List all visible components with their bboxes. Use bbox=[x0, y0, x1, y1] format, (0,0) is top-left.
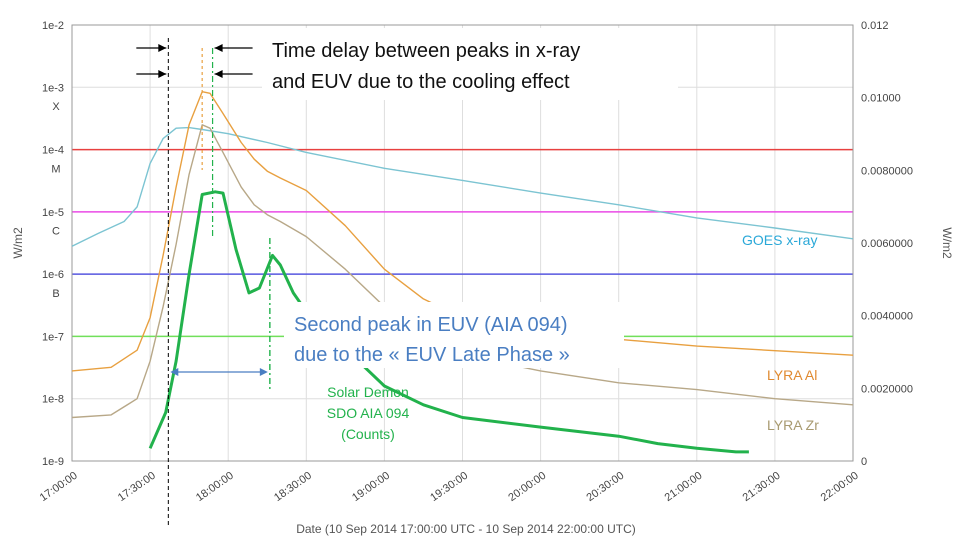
time-delay-callout-box bbox=[262, 28, 678, 100]
flare-class-label: C bbox=[52, 226, 60, 238]
x-tick-label: 20:30:00 bbox=[584, 470, 626, 504]
late-phase-arrow-head-left bbox=[170, 368, 179, 376]
y-left-tick-label: 1e-2 bbox=[42, 20, 64, 32]
y-left-tick-labels: 1e-2 1e-3 1e-4 1e-5 1e-6 1e-7 1e-8 1e-9 bbox=[42, 20, 64, 468]
x-tick-label: 22:00:00 bbox=[819, 470, 861, 504]
second-peak-callout-box bbox=[284, 302, 624, 368]
flare-class-label: B bbox=[52, 288, 59, 300]
y-right-tick-label: 0 bbox=[861, 456, 867, 468]
second-peak-callout-line1: Second peak in EUV (AIA 094) bbox=[294, 314, 568, 336]
x-tick-label: 20:00:00 bbox=[506, 470, 548, 504]
x-tick-label: 19:00:00 bbox=[350, 470, 392, 504]
goes-series-label: GOES x-ray bbox=[742, 232, 817, 248]
x-tick-label: 19:30:00 bbox=[428, 470, 470, 504]
plot-area-border bbox=[71, 24, 854, 462]
y-right-axis-title: W/m2 bbox=[940, 227, 954, 259]
series-line-2 bbox=[71, 124, 854, 419]
series-line-0 bbox=[71, 126, 854, 247]
flare-class-labels: X M C B bbox=[51, 101, 60, 300]
x-tick-label: 21:30:00 bbox=[741, 470, 783, 504]
lyra-al-series-label: LYRA Al bbox=[767, 367, 817, 383]
x-tick-label: 18:00:00 bbox=[194, 470, 236, 504]
time-delay-callout-line2: and EUV due to the cooling effect bbox=[272, 71, 570, 93]
annotation-marks bbox=[136, 38, 271, 528]
aia-series-label-line1: Solar Demon bbox=[327, 384, 409, 400]
delay-arrow-left-bottom-head bbox=[158, 70, 167, 78]
aia-series-label-line3: (Counts) bbox=[341, 426, 395, 442]
threshold-lines bbox=[72, 148, 853, 338]
series-line-3 bbox=[148, 190, 749, 454]
x-tick-labels: 17:00:00 17:30:00 18:00:00 18:30:00 19:00:00… bbox=[38, 470, 861, 504]
y-left-tick-label: 1e-3 bbox=[42, 82, 64, 94]
y-left-tick-label: 1e-6 bbox=[42, 269, 64, 281]
y-left-tick-label: 1e-5 bbox=[42, 207, 64, 219]
aia-series-label-line2: SDO AIA 094 bbox=[327, 405, 410, 421]
second-peak-callout-line2: due to the « EUV Late Phase » bbox=[294, 344, 570, 366]
x-tick-label: 17:30:00 bbox=[116, 470, 158, 504]
y-left-tick-label: 1e-9 bbox=[42, 456, 64, 468]
delay-arrow-right-top-head bbox=[214, 44, 223, 52]
lyra-zr-series-label: LYRA Zr bbox=[767, 417, 819, 433]
flare-class-label: X bbox=[52, 101, 60, 113]
x-tick-label: 21:00:00 bbox=[663, 470, 705, 504]
x-tick-label: 17:00:00 bbox=[38, 470, 80, 504]
y-right-tick-label: 0.01000 bbox=[861, 93, 901, 105]
y-left-axis-title: W/m2 bbox=[11, 227, 25, 259]
y-right-tick-label: 0.0060000 bbox=[861, 238, 913, 250]
y-left-tick-label: 1e-7 bbox=[42, 331, 64, 343]
x-axis-title: Date (10 Sep 2014 17:00:00 UTC - 10 Sep … bbox=[296, 522, 636, 536]
y-right-tick-labels: 0 0.0020000 0.0040000 0.0060000 0.0080000 0.0… bbox=[861, 20, 913, 468]
y-right-tick-label: 0.012 bbox=[861, 20, 889, 32]
y-left-tick-label: 1e-8 bbox=[42, 394, 64, 406]
time-delay-callout-line1: Time delay between peaks in x-ray bbox=[272, 40, 580, 62]
flare-class-label: M bbox=[51, 163, 60, 175]
y-left-tick-label: 1e-4 bbox=[42, 145, 64, 157]
y-right-tick-label: 0.0020000 bbox=[861, 383, 913, 395]
x-tick-label: 18:30:00 bbox=[272, 470, 314, 504]
late-phase-arrow-head-right bbox=[259, 368, 268, 376]
y-right-tick-label: 0.0080000 bbox=[861, 165, 913, 177]
delay-arrow-left-top-head bbox=[158, 44, 167, 52]
y-right-tick-label: 0.0040000 bbox=[861, 311, 913, 323]
delay-arrow-right-bottom-head bbox=[214, 70, 223, 78]
